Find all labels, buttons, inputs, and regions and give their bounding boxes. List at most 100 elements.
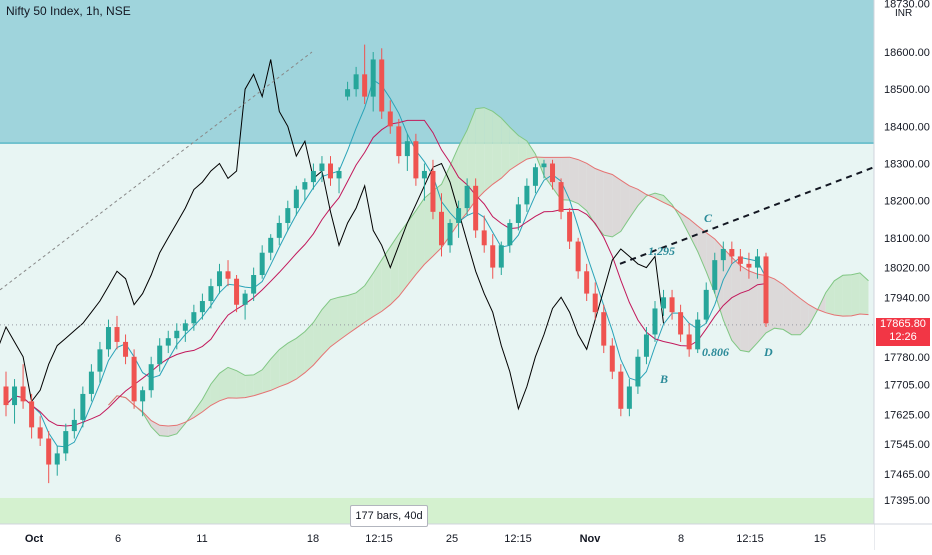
- cloud-segment: [783, 284, 792, 335]
- candle-body: [97, 349, 103, 372]
- cloud-segment: [159, 425, 169, 437]
- candle-body: [524, 185, 530, 205]
- range-measure-label: 177 bars, 40d: [350, 505, 428, 527]
- candle-body: [421, 170, 427, 179]
- y-tick-label: 17940.00: [884, 292, 930, 304]
- cloud-segment: [364, 273, 374, 323]
- cloud-segment: [825, 280, 835, 315]
- candle-body: [285, 208, 291, 223]
- cloud-segment: [313, 309, 322, 366]
- cloud-segment: [859, 272, 869, 315]
- y-tick-label: 18400.00: [884, 121, 930, 133]
- cloud-segment: [603, 171, 613, 237]
- candle-body: [353, 74, 359, 90]
- cloud-segment: [518, 135, 527, 165]
- cloud-segment: [219, 367, 229, 401]
- x-tick-label: 12:15: [736, 533, 764, 545]
- cloud-segment: [842, 274, 852, 317]
- y-tick-label: 18300.00: [884, 159, 930, 171]
- cloud-segment: [245, 374, 254, 398]
- candle-body: [669, 297, 675, 313]
- cloud-span-a: [108, 107, 869, 437]
- y-tick-label: 17545.00: [884, 439, 930, 451]
- cloud-segment: [356, 285, 365, 329]
- candlestick-series: [3, 44, 769, 484]
- cloud-segment: [834, 275, 843, 317]
- candle-body: [140, 390, 146, 402]
- last-price-value: 17865.80: [880, 318, 926, 330]
- cloud-segment: [407, 210, 416, 286]
- candle-body: [473, 185, 479, 231]
- cloud-segment: [748, 270, 758, 352]
- cloud-segment: [774, 278, 784, 330]
- price-scale-bg: [874, 0, 932, 550]
- candle-body: [550, 163, 556, 183]
- cloud-segment: [740, 265, 749, 352]
- candle-body: [635, 356, 641, 387]
- candle-body: [105, 327, 111, 350]
- x-tick-label: 12:15: [365, 533, 393, 545]
- candle-body: [345, 89, 351, 97]
- candle-body: [174, 330, 180, 339]
- candle-body: [712, 260, 718, 290]
- cloud-segment: [287, 338, 297, 384]
- cloud-segment: [800, 298, 809, 335]
- cloud-segment: [168, 425, 177, 437]
- cloud-segment: [595, 168, 604, 236]
- candle-body: [498, 245, 504, 268]
- candle-body: [481, 230, 487, 246]
- fib-ratio-label-2: 0.806: [702, 345, 729, 359]
- candle-body: [447, 222, 453, 246]
- time-scale-bg: [0, 524, 874, 550]
- candle-body: [242, 293, 248, 305]
- candle-body: [729, 248, 735, 257]
- cloud-segment: [578, 159, 587, 211]
- x-tick-label: 25: [446, 533, 458, 545]
- candle-body: [652, 308, 658, 335]
- candle-body: [737, 256, 743, 264]
- candle-body: [439, 211, 445, 246]
- zone-layer: [0, 0, 874, 524]
- candle-body: [387, 111, 393, 127]
- candle-body: [216, 271, 222, 287]
- candle-body: [191, 312, 197, 324]
- candle-body: [609, 345, 615, 372]
- y-tick-label: 18200.00: [884, 196, 930, 208]
- candle-body: [763, 256, 769, 324]
- y-tick-label: 17625.00: [884, 409, 930, 421]
- candle-body: [643, 334, 649, 357]
- candle-body: [71, 419, 77, 432]
- cloud-segment: [279, 343, 288, 387]
- zone-lower: [0, 497, 874, 524]
- candle-body: [123, 341, 129, 357]
- y-tick-label: 17395.00: [884, 495, 930, 507]
- cloud-segment: [228, 367, 237, 399]
- cloud-segment: [612, 174, 621, 237]
- candle-body: [456, 208, 462, 223]
- cloud-segment: [851, 272, 860, 316]
- candle-body: [148, 364, 154, 391]
- candle-body: [259, 252, 265, 276]
- candle-body: [584, 271, 590, 294]
- candle-body: [114, 327, 120, 342]
- cloud-segment: [620, 180, 630, 232]
- candle-body: [276, 222, 282, 238]
- candle-body: [199, 301, 205, 313]
- cloud-segment: [569, 157, 579, 204]
- candle-body: [3, 386, 9, 406]
- candle-body: [686, 334, 692, 350]
- y-tick-label: 18020.00: [884, 263, 930, 275]
- x-tick-label: Nov: [580, 533, 602, 545]
- x-tick-label: 6: [115, 533, 121, 545]
- candle-body: [618, 371, 624, 409]
- candle-body: [12, 386, 18, 406]
- cloud-segment: [270, 349, 280, 391]
- cloud-segment: [347, 292, 357, 335]
- cloud-segment: [339, 295, 348, 341]
- x-tick-label: 15: [814, 533, 826, 545]
- x-tick-label: 12:15: [504, 533, 532, 545]
- candle-body: [327, 163, 333, 179]
